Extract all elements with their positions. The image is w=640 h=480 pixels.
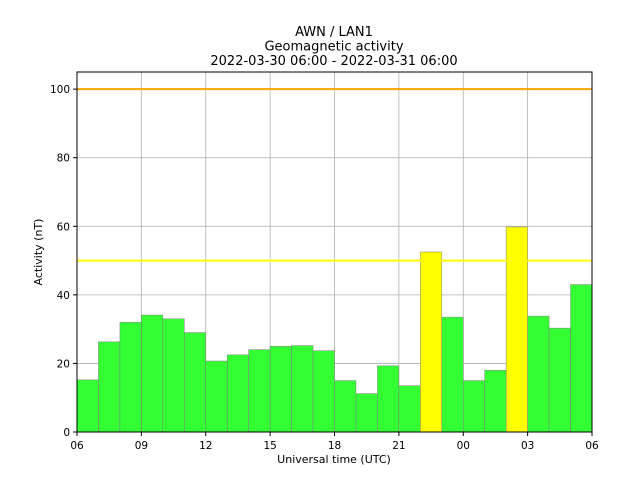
bar-11 <box>184 332 207 433</box>
x-tick-label: 00 <box>457 440 470 452</box>
bar-06 <box>76 379 99 433</box>
bar-23 <box>441 316 464 433</box>
bar-19 <box>355 393 378 433</box>
bar-17 <box>312 350 335 433</box>
x-tick-label: 15 <box>263 440 276 452</box>
bar-01 <box>484 370 507 433</box>
y-tick-label: 100 <box>50 84 70 96</box>
chart-title-line-3: 2022-03-30 06:00 - 2022-03-31 06:00 <box>210 54 457 69</box>
bar-08 <box>119 322 142 433</box>
chart-title-line-2: Geomagnetic activity <box>264 40 403 55</box>
bar-12 <box>205 360 228 433</box>
bar-22 <box>420 251 443 433</box>
bar-20 <box>377 365 400 433</box>
x-tick-label: 21 <box>392 440 405 452</box>
bar-05 <box>570 284 593 433</box>
x-tick-label: 03 <box>521 440 534 452</box>
x-axis-label: Universal time (UTC) <box>277 453 391 466</box>
bar-21 <box>398 385 421 433</box>
bar-16 <box>291 345 314 433</box>
y-tick-label: 40 <box>57 290 70 302</box>
y-tick-label: 20 <box>57 358 70 370</box>
bar-02 <box>505 226 528 433</box>
y-tick-label: 80 <box>57 153 70 165</box>
y-axis-label: Activity (nT) <box>32 219 45 286</box>
bar-07 <box>98 341 121 433</box>
x-tick-label: 12 <box>199 440 212 452</box>
bar-10 <box>162 318 185 433</box>
bar-13 <box>226 354 249 433</box>
x-tick-label: 06 <box>585 440 599 452</box>
bar-00 <box>463 380 485 433</box>
y-tick-label: 0 <box>63 427 70 439</box>
x-tick-label: 09 <box>135 440 148 452</box>
chart-title-line-1: AWN / LAN1 <box>295 25 373 40</box>
bar-09 <box>141 314 164 433</box>
bar-18 <box>334 380 357 433</box>
bar-03 <box>527 315 550 433</box>
x-tick-label: 18 <box>328 440 341 452</box>
x-tick-label: 06 <box>70 440 84 452</box>
bar-15 <box>269 346 292 433</box>
y-tick-label: 60 <box>57 221 70 233</box>
bar-14 <box>248 349 271 433</box>
bar-04 <box>548 327 571 433</box>
